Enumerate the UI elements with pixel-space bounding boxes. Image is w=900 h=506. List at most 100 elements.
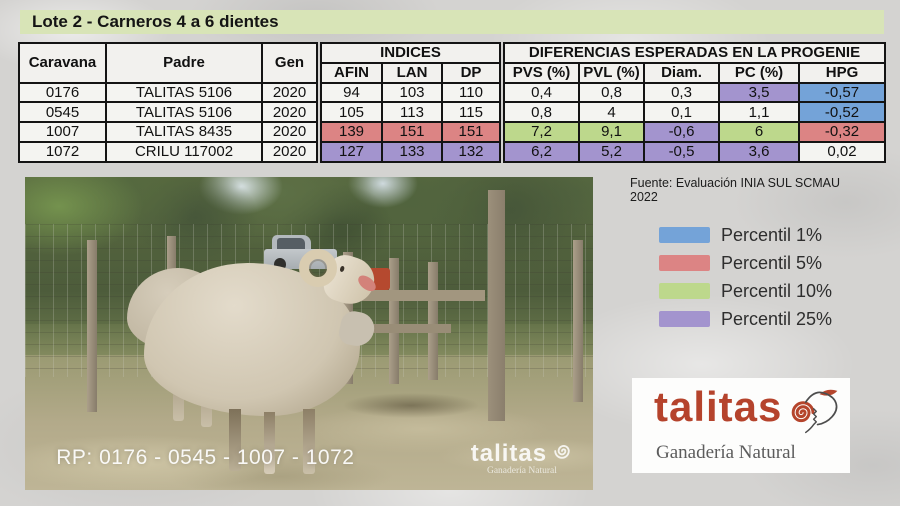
cell-padre: CRILU 117002 — [105, 141, 263, 163]
fence-post — [87, 239, 97, 412]
cell-padre: TALITAS 5106 — [105, 101, 263, 124]
cell-padre: TALITAS 8435 — [105, 121, 263, 144]
table-row: 1072 CRILU 117002 2020 127 133 132 6,2 5… — [18, 141, 887, 163]
spiral-icon — [554, 444, 570, 459]
cell-afin: 139 — [316, 121, 383, 144]
logo-subtitle: Ganadería Natural — [656, 442, 796, 463]
logo-title: talitas — [654, 383, 783, 430]
cell-caravana: 1072 — [18, 141, 107, 163]
photo-caption: RP: 0176 - 0545 - 1007 - 1072 — [56, 445, 355, 469]
fence-post — [573, 239, 584, 403]
col-header-gen: Gen — [261, 42, 320, 84]
group-header-indices: INDICES — [316, 42, 503, 64]
cell-caravana: 1007 — [18, 121, 107, 144]
col-header-pvs: PVS (%) — [499, 61, 580, 84]
cell-diam: 0,1 — [643, 101, 720, 124]
watermark-title: talitas — [470, 439, 548, 467]
cell-dp: 132 — [441, 141, 503, 163]
ram-leg — [229, 408, 241, 472]
legend-label: Percentil 25% — [721, 308, 833, 329]
fence-post — [388, 258, 399, 384]
genetics-table: Caravana Padre Gen INDICES DIFERENCIAS E… — [18, 42, 887, 163]
legend-swatch-p10 — [659, 283, 710, 299]
legend-swatch-p5 — [659, 255, 710, 271]
cell-dp: 115 — [441, 101, 503, 124]
cell-pvl: 9,1 — [578, 121, 645, 144]
col-header-diam: Diam. — [643, 61, 720, 84]
cell-dp: 151 — [441, 121, 503, 144]
cell-pvs: 7,2 — [499, 121, 580, 144]
cell-gen: 2020 — [261, 141, 320, 163]
cell-gen: 2020 — [261, 121, 320, 144]
cell-diam: -0,6 — [643, 121, 720, 144]
cell-pvs: 0,8 — [499, 101, 580, 124]
col-header-pvl: PVL (%) — [578, 61, 645, 84]
col-header-lan: LAN — [381, 61, 443, 84]
cell-diam: 0,3 — [643, 81, 720, 104]
rams-photo: RP: 0176 - 0545 - 1007 - 1072 talitas Ga… — [25, 177, 593, 490]
talitas-logo: talitas Ganadería Natural — [632, 378, 850, 473]
cell-lan: 133 — [381, 141, 443, 163]
cell-gen: 2020 — [261, 101, 320, 124]
gate-post — [487, 189, 505, 422]
cell-pc: 6 — [718, 121, 800, 144]
cell-lan: 113 — [381, 101, 443, 124]
cell-lan: 151 — [381, 121, 443, 144]
percentile-legend: Percentil 1% Percentil 5% Percentil 10% … — [659, 224, 833, 329]
cell-pvl: 4 — [578, 101, 645, 124]
ground-shadow — [343, 392, 480, 418]
cell-pc: 1,1 — [718, 101, 800, 124]
cell-gen: 2020 — [261, 81, 320, 104]
col-header-hpg: HPG — [797, 61, 887, 84]
ram-horn — [298, 248, 337, 287]
col-header-padre: Padre — [105, 42, 263, 84]
photo-watermark: talitas Ganadería Natural — [471, 440, 573, 476]
col-header-dp: DP — [441, 61, 503, 84]
truck-wheel — [273, 258, 286, 272]
truck-window — [276, 238, 305, 252]
cell-afin: 94 — [316, 81, 383, 104]
cell-hpg: -0,32 — [797, 121, 887, 144]
cell-afin: 105 — [316, 101, 383, 124]
legend-item: Percentil 5% — [659, 252, 832, 273]
cell-hpg: -0,57 — [797, 81, 887, 104]
cell-pvl: 5,2 — [578, 141, 645, 163]
ram-eye — [339, 265, 345, 273]
ram-leg — [263, 411, 275, 475]
col-header-caravana: Caravana — [18, 42, 107, 84]
col-header-afin: AFIN — [316, 61, 383, 84]
cell-diam: -0,5 — [643, 141, 720, 163]
cell-pvs: 6,2 — [499, 141, 580, 163]
col-header-pc: PC (%) — [718, 61, 800, 84]
cell-dp: 110 — [441, 81, 503, 104]
cell-pc: 3,6 — [718, 141, 800, 163]
cell-lan: 103 — [381, 81, 443, 104]
fence-post — [428, 261, 439, 381]
legend-swatch-p1 — [659, 227, 710, 243]
ram-head-icon — [791, 389, 838, 434]
cell-caravana: 0176 — [18, 81, 107, 104]
group-header-diferencias: DIFERENCIAS ESPERADAS EN LA PROGENIE — [498, 42, 887, 64]
cell-pvl: 0,8 — [578, 81, 645, 104]
slide-title-bar: Lote 2 - Carneros 4 a 6 dientes — [20, 10, 884, 34]
cell-pvs: 0,4 — [499, 81, 580, 104]
legend-label: Percentil 1% — [721, 224, 823, 245]
cell-caravana: 0545 — [18, 101, 107, 124]
ram-leg — [303, 408, 315, 475]
cell-padre: TALITAS 5106 — [105, 81, 263, 104]
legend-label: Percentil 5% — [721, 252, 823, 273]
table-row: 1007 TALITAS 8435 2020 139 151 151 7,2 9… — [18, 121, 887, 144]
legend-label: Percentil 10% — [721, 280, 833, 301]
gate-rail — [337, 324, 451, 334]
cell-pc: 3,5 — [718, 81, 800, 104]
legend-item: Percentil 10% — [659, 280, 833, 301]
gate-rail — [320, 289, 486, 301]
table-row: 0545 TALITAS 5106 2020 105 113 115 0,8 4… — [18, 101, 887, 124]
cell-hpg: -0,52 — [797, 101, 887, 124]
slide-title: Lote 2 - Carneros 4 a 6 dientes — [32, 12, 279, 31]
source-note: Fuente: Evaluación INIA SUL SCMAU 2022 — [630, 176, 841, 204]
watermark-subtitle: Ganadería Natural — [486, 465, 557, 476]
cell-hpg: 0,02 — [797, 141, 887, 163]
cell-afin: 127 — [316, 141, 383, 163]
legend-item: Percentil 25% — [659, 308, 833, 329]
